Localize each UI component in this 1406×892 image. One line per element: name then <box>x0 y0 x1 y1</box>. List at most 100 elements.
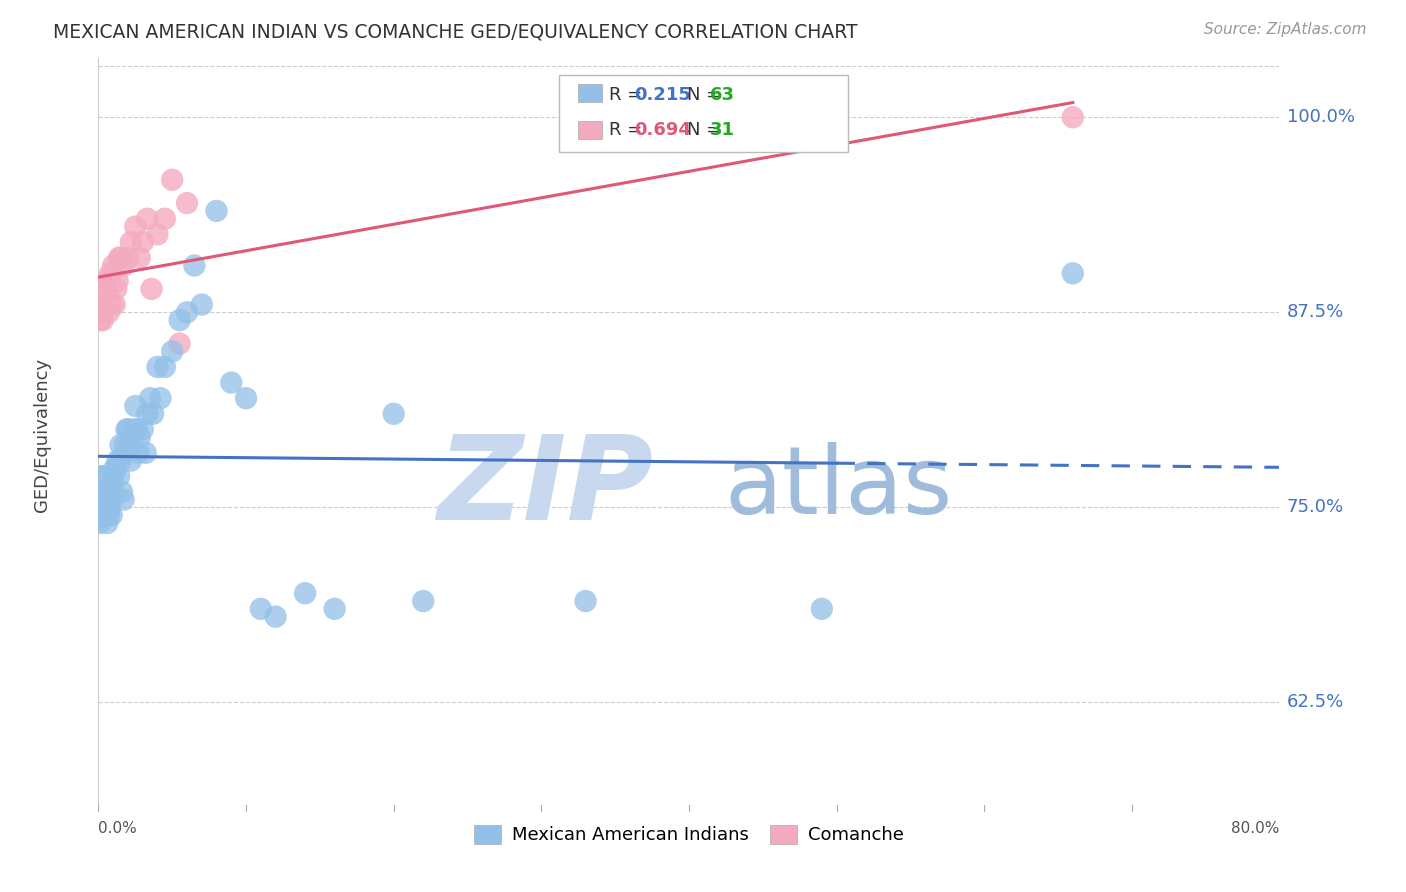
Text: N =: N = <box>686 86 721 103</box>
Point <box>162 344 183 359</box>
FancyBboxPatch shape <box>578 121 602 139</box>
Point <box>153 211 176 226</box>
Point <box>162 172 183 186</box>
Point <box>120 453 142 467</box>
Point <box>117 422 139 436</box>
Point <box>191 297 214 311</box>
Point <box>90 484 112 499</box>
Point <box>118 438 141 452</box>
Point <box>89 492 111 507</box>
Text: 0.0%: 0.0% <box>98 821 138 836</box>
Point <box>110 438 132 452</box>
Point <box>100 508 122 523</box>
Point <box>128 251 150 265</box>
Text: 63: 63 <box>710 86 735 103</box>
Point <box>121 438 143 452</box>
Point <box>153 359 176 374</box>
Point <box>115 422 138 436</box>
Point <box>205 203 228 218</box>
Point <box>124 399 146 413</box>
Point <box>93 500 115 515</box>
Point <box>810 602 832 616</box>
Point <box>104 297 127 311</box>
Point <box>146 227 169 242</box>
Point <box>149 391 172 405</box>
Point <box>135 446 157 460</box>
Point <box>124 219 146 234</box>
Point <box>90 297 112 311</box>
Text: 100.0%: 100.0% <box>1286 108 1355 127</box>
Text: 31: 31 <box>710 121 735 139</box>
Point <box>91 484 114 499</box>
Text: 80.0%: 80.0% <box>1232 821 1279 836</box>
Point <box>94 508 117 523</box>
Point <box>412 594 434 608</box>
Point <box>89 516 111 530</box>
Point <box>94 274 117 288</box>
Point <box>122 422 145 436</box>
Point <box>176 305 198 319</box>
Point <box>146 359 169 374</box>
Point <box>107 453 129 467</box>
Point <box>264 609 287 624</box>
Point <box>183 259 205 273</box>
Point <box>98 266 121 280</box>
Point <box>125 422 148 436</box>
Text: 75.0%: 75.0% <box>1286 499 1344 516</box>
Point <box>141 282 163 296</box>
Text: ZIP: ZIP <box>437 430 654 545</box>
Point <box>176 196 198 211</box>
Point <box>91 297 114 311</box>
Text: GED/Equivalency: GED/Equivalency <box>32 358 51 512</box>
Text: N =: N = <box>686 121 721 139</box>
Point <box>103 484 125 499</box>
Point <box>96 516 118 530</box>
Point <box>1062 266 1084 280</box>
Point <box>108 469 131 483</box>
Point <box>89 305 111 319</box>
Point <box>575 594 598 608</box>
Point <box>169 313 191 327</box>
Point <box>107 274 129 288</box>
Point <box>97 492 120 507</box>
Point <box>136 407 159 421</box>
Point <box>120 235 142 249</box>
Text: R =: R = <box>609 121 643 139</box>
Point <box>127 446 149 460</box>
Point <box>112 259 135 273</box>
Point <box>221 376 243 390</box>
Point <box>104 461 127 475</box>
Point <box>105 461 128 475</box>
Point <box>235 391 257 405</box>
Text: 0.215: 0.215 <box>634 86 692 103</box>
FancyBboxPatch shape <box>578 85 602 103</box>
Point <box>93 469 115 483</box>
Point <box>382 407 405 421</box>
Point <box>250 602 273 616</box>
Point <box>89 313 111 327</box>
Point <box>97 305 120 319</box>
Point <box>105 282 128 296</box>
Text: 0.694: 0.694 <box>634 121 692 139</box>
Text: R =: R = <box>609 86 643 103</box>
Point <box>139 391 162 405</box>
Point <box>110 251 132 265</box>
Point <box>96 282 118 296</box>
Point <box>91 313 114 327</box>
Point <box>132 422 155 436</box>
Point <box>132 235 155 249</box>
Point <box>323 602 346 616</box>
Legend: Mexican American Indians, Comanche: Mexican American Indians, Comanche <box>467 818 911 852</box>
Point <box>128 430 150 444</box>
FancyBboxPatch shape <box>560 75 848 153</box>
Text: MEXICAN AMERICAN INDIAN VS COMANCHE GED/EQUIVALENCY CORRELATION CHART: MEXICAN AMERICAN INDIAN VS COMANCHE GED/… <box>53 22 858 41</box>
Point <box>98 500 121 515</box>
Text: Source: ZipAtlas.com: Source: ZipAtlas.com <box>1204 22 1367 37</box>
Text: 87.5%: 87.5% <box>1286 303 1344 321</box>
Point <box>100 297 122 311</box>
Point <box>117 251 139 265</box>
Point <box>90 469 112 483</box>
Point <box>111 484 134 499</box>
Point <box>1062 110 1084 124</box>
Point <box>294 586 316 600</box>
